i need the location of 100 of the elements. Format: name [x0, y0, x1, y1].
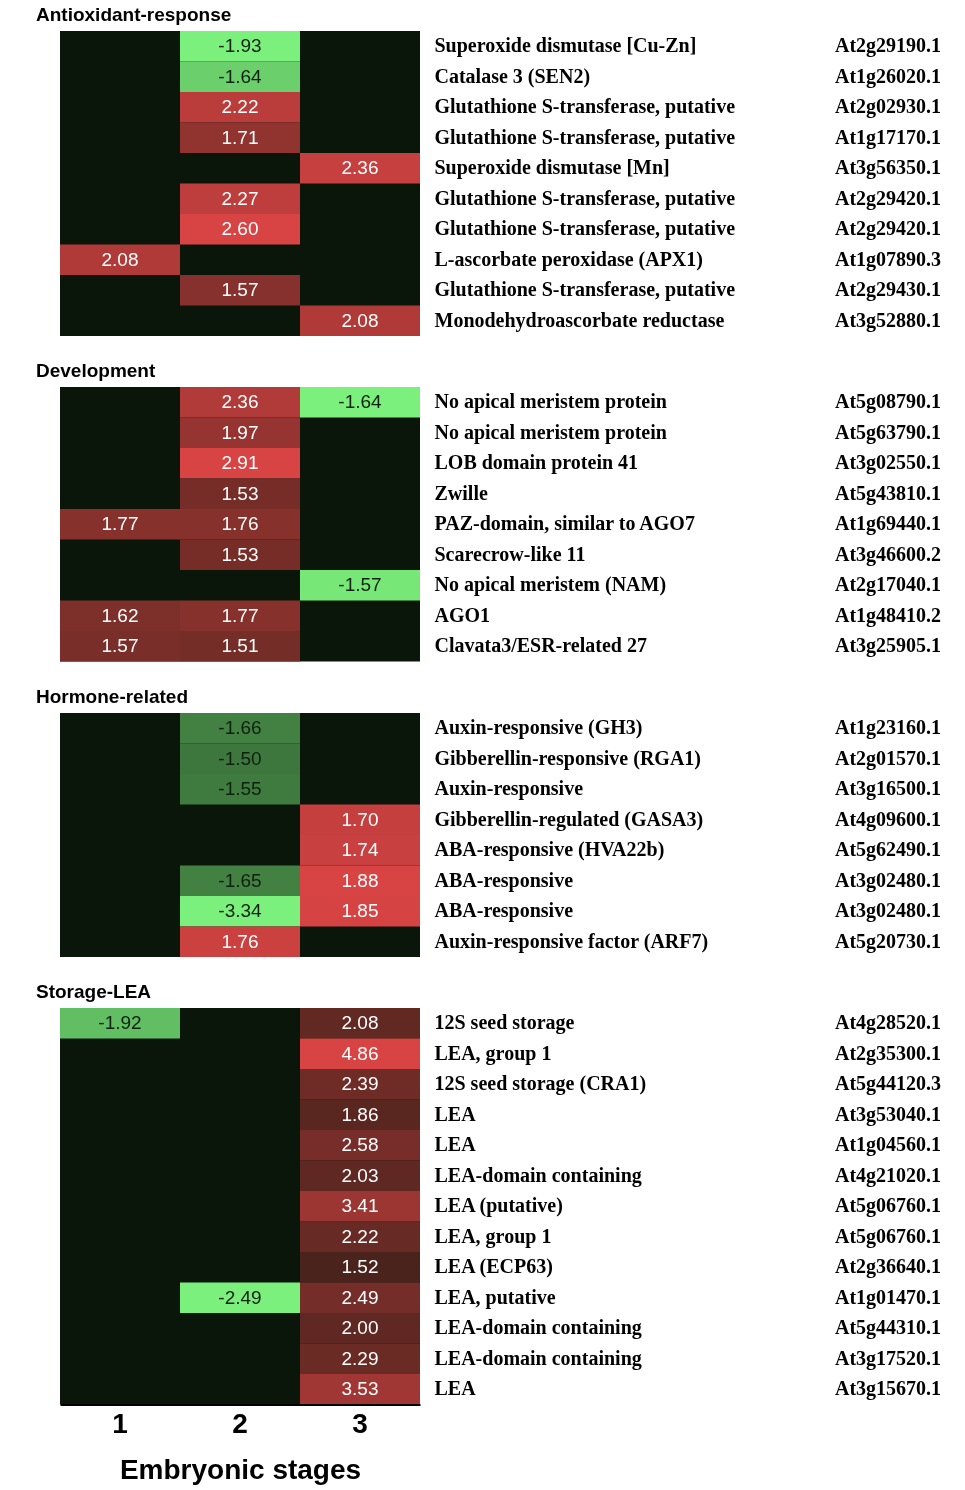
y2-tick-label: At3g16500.1	[835, 776, 942, 800]
y2-tick-label: At5g63790.1	[835, 420, 942, 444]
data-label: -1.64	[218, 65, 263, 87]
y2-tick-label: At5g06760.1	[835, 1193, 942, 1217]
y-tick-label: No apical meristem protein	[434, 420, 667, 444]
data-label: 2.58	[341, 1133, 379, 1155]
y2-tick-label: At3g02550.1	[835, 451, 942, 475]
y2-tick-label: At1g17170.1	[835, 125, 942, 149]
y2-tick-label: At2g02930.1	[835, 95, 942, 119]
data-label: 1.53	[221, 543, 259, 565]
data-label: 1.57	[101, 635, 139, 657]
y2-tick-label: At1g48410.2	[835, 603, 942, 627]
y-tick-label: LEA (ECP63)	[434, 1254, 553, 1278]
data-label: 1.62	[101, 604, 139, 626]
y-tick-label: LOB domain protein 41	[434, 451, 639, 475]
data-label: 1.76	[221, 930, 259, 952]
chart-title: Development	[36, 360, 156, 381]
y-tick-label: No apical meristem protein	[434, 390, 667, 414]
data-label: 2.08	[341, 1011, 379, 1033]
data-label: 1.88	[341, 869, 379, 891]
y-tick-label: Glutathione S-transferase, putative	[434, 95, 736, 119]
data-label: -1.50	[218, 747, 262, 769]
data-label: -1.55	[218, 777, 262, 799]
data-label: 1.76	[221, 513, 259, 535]
y-tick-label: No apical meristem (NAM)	[434, 573, 667, 597]
y-tick-label: Gibberellin-regulated (GASA3)	[434, 807, 704, 831]
y2-tick-label: At5g20730.1	[835, 929, 942, 953]
y-tick-label: LEA, putative	[434, 1285, 556, 1309]
data-label: 2.49	[341, 1286, 379, 1308]
y-tick-label: Glutathione S-transferase, putative	[434, 125, 736, 149]
y-tick-label: Auxin-responsive factor (ARF7)	[434, 929, 709, 953]
y2-tick-label: At5g06760.1	[835, 1224, 942, 1248]
data-label: 1.85	[341, 899, 379, 921]
y-tick-label: Catalase 3 (SEN2)	[434, 64, 591, 88]
y-tick-label: LEA, group 1	[434, 1224, 552, 1248]
data-label: 1.86	[341, 1103, 379, 1125]
y2-tick-label: At1g01470.1	[835, 1285, 942, 1309]
data-label: 1.71	[221, 126, 259, 148]
y-tick-label: Superoxide dismutase [Cu-Zn]	[434, 34, 697, 58]
data-label: 2.08	[341, 309, 379, 331]
y2-tick-label: At1g04560.1	[835, 1132, 942, 1156]
chart-title: Storage-LEA	[36, 980, 152, 1002]
y-tick-label: ABA-responsive	[434, 898, 574, 922]
y2-tick-label: At3g52880.1	[835, 308, 942, 332]
chart-title: Hormone-related	[36, 685, 189, 707]
y-tick-label: Glutathione S-transferase, putative	[434, 186, 736, 210]
data-label: 4.86	[341, 1042, 379, 1064]
y-tick-label: LEA, group 1	[434, 1041, 552, 1065]
data-label: 1.51	[221, 635, 259, 657]
y2-tick-label: At4g28520.1	[835, 1010, 942, 1034]
y-tick-label: 12S seed storage	[434, 1010, 575, 1034]
y-tick-label: LEA-domain containing	[434, 1315, 642, 1339]
y2-tick-label: At2g01570.1	[835, 746, 942, 770]
data-label: 2.29	[341, 1347, 379, 1369]
data-label: -1.66	[218, 716, 262, 738]
data-label: 2.36	[341, 157, 379, 179]
data-label: 1.77	[101, 513, 139, 535]
y-tick-label: LEA	[434, 1102, 477, 1125]
data-label: 2.91	[221, 452, 259, 474]
data-label: 2.27	[221, 187, 259, 209]
data-label: -3.34	[218, 899, 263, 921]
y-tick-label: LEA	[434, 1376, 477, 1399]
data-label: 2.36	[221, 391, 259, 413]
y-tick-label: PAZ-domain, similar to AGO7	[434, 512, 695, 535]
y2-tick-label: At3g02480.1	[835, 868, 942, 892]
y-tick-label: AGO1	[434, 603, 491, 626]
data-label: 3.41	[341, 1194, 379, 1216]
y-tick-label: Superoxide dismutase [Mn]	[434, 156, 670, 180]
y-tick-label: LEA (putative)	[434, 1193, 563, 1217]
y-tick-label: 12S seed storage (CRA1)	[434, 1071, 647, 1095]
data-label: -1.57	[338, 574, 382, 596]
y2-tick-label: At2g17040.1	[835, 573, 942, 597]
y-tick-label: Clavata3/ESR-related 27	[434, 634, 647, 657]
data-label: 3.53	[341, 1377, 379, 1399]
y-tick-label: ABA-responsive	[434, 868, 574, 892]
y-tick-label: Glutathione S-transferase, putative	[434, 278, 736, 302]
y2-tick-label: At2g29190.1	[835, 34, 942, 58]
y2-tick-label: At2g29420.1	[835, 217, 942, 241]
data-label: 2.39	[341, 1072, 379, 1094]
y-tick-label: Monodehydroascorbate reductase	[434, 308, 725, 332]
y2-tick-label: At2g36640.1	[835, 1254, 942, 1278]
y2-tick-label: At1g69440.1	[835, 512, 942, 536]
data-label: -1.93	[218, 35, 262, 57]
data-label: 2.22	[221, 96, 259, 118]
data-label: 2.60	[221, 218, 259, 240]
chart-title: Antioxidant-response	[36, 4, 232, 25]
y2-tick-label: At2g29420.1	[835, 186, 942, 210]
y2-tick-label: At1g23160.1	[835, 715, 942, 739]
y2-tick-label: At3g56350.1	[835, 156, 942, 180]
data-label: -2.49	[218, 1286, 262, 1308]
data-label: -1.92	[98, 1011, 142, 1033]
y-tick-label: L-ascorbate peroxidase (APX1)	[434, 247, 703, 271]
y2-tick-label: At5g62490.1	[835, 837, 942, 861]
y2-tick-label: At3g02480.1	[835, 898, 942, 922]
y-tick-label: Scarecrow-like 11	[434, 542, 586, 565]
y2-tick-label: At5g08790.1	[835, 390, 942, 414]
y2-tick-label: At3g15670.1	[835, 1376, 942, 1400]
y2-tick-label: At2g29430.1	[835, 278, 942, 302]
y2-tick-label: At3g17520.1	[835, 1346, 942, 1370]
y-tick-label: Zwille	[434, 481, 488, 504]
